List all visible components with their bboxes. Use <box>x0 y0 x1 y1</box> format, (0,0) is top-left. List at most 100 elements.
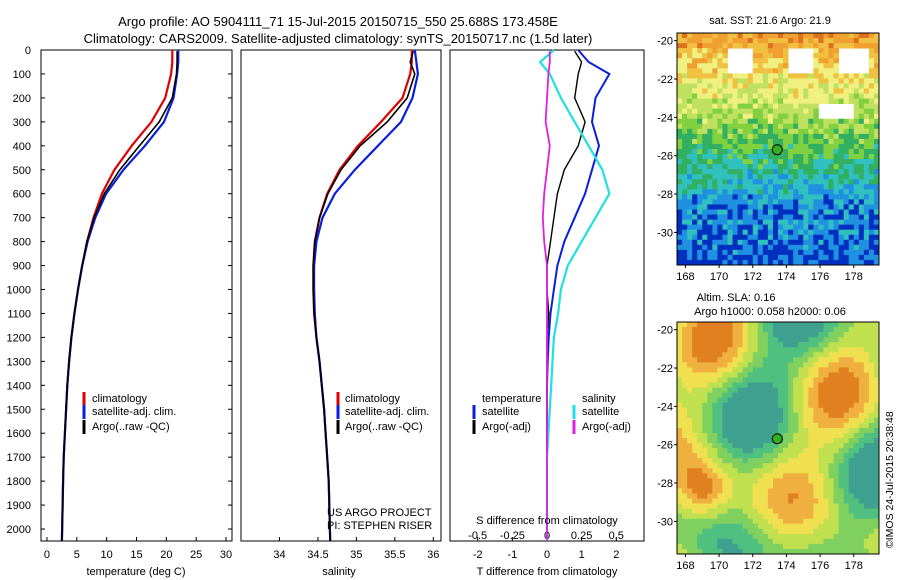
heatmap-cell <box>873 254 880 261</box>
heatmap-cell <box>712 523 718 530</box>
heatmap-cell <box>722 88 728 94</box>
heatmap-cell <box>828 417 834 424</box>
heatmap-cell <box>682 453 688 459</box>
heatmap-cell <box>772 73 779 79</box>
heatmap-cell <box>833 123 839 130</box>
heatmap-cell <box>697 259 703 266</box>
heatmap-cell <box>732 169 738 175</box>
heatmap-cell <box>682 322 688 328</box>
heatmap-cell <box>798 422 804 429</box>
heatmap-cell <box>848 523 855 530</box>
heatmap-cell <box>717 103 723 110</box>
heatmap-cell <box>848 448 855 454</box>
heatmap-cell <box>848 483 855 489</box>
heatmap-cell <box>747 543 754 550</box>
heatmap-cell <box>747 179 754 185</box>
heatmap-cell <box>873 543 880 550</box>
heatmap-cell <box>682 78 688 84</box>
heatmap-cell <box>677 342 683 348</box>
heatmap-cell <box>757 239 764 246</box>
heatmap-cell <box>702 362 708 368</box>
heatmap-cell <box>762 244 769 251</box>
heatmap-cell <box>833 548 839 555</box>
heatmap-cell <box>858 427 865 434</box>
heatmap-cell <box>828 38 834 44</box>
heatmap-cell <box>788 204 794 210</box>
heatmap-cell <box>818 407 824 414</box>
heatmap-cell <box>863 189 870 195</box>
heatmap-cell <box>813 249 819 256</box>
heatmap-cell <box>702 169 708 175</box>
heatmap-cell <box>692 488 698 494</box>
heatmap-cell <box>752 367 759 373</box>
imos-stamp: ©IMOS 24-Jul-2015 20:38:48 <box>884 411 896 548</box>
heatmap-cell <box>687 417 693 424</box>
heatmap-cell <box>687 528 693 535</box>
heatmap-cell <box>858 189 865 195</box>
heatmap-cell <box>788 503 794 510</box>
heatmap-cell <box>737 443 744 449</box>
heatmap-cell <box>697 458 703 464</box>
heatmap-cell <box>848 214 855 221</box>
heatmap-cell <box>838 443 845 449</box>
heatmap-cell <box>692 68 698 74</box>
heatmap-cell <box>853 214 860 221</box>
heatmap-cell <box>702 327 708 333</box>
heatmap-cell <box>767 118 774 125</box>
heatmap-cell <box>788 113 794 120</box>
heatmap-cell <box>727 108 733 115</box>
heatmap-cell <box>868 118 875 125</box>
heatmap-cell <box>828 342 834 348</box>
heatmap-cell <box>823 377 829 383</box>
heatmap-cell <box>702 98 708 105</box>
heatmap-cell <box>843 332 850 338</box>
heatmap-cell <box>803 528 809 535</box>
heatmap-cell <box>838 174 845 180</box>
heatmap-cell <box>732 402 738 409</box>
heatmap-cell <box>788 98 794 105</box>
heatmap-cell <box>863 387 870 394</box>
heatmap-cell <box>742 342 749 348</box>
heatmap-cell <box>838 194 845 200</box>
heatmap-cell <box>687 438 693 444</box>
heatmap-cell <box>682 543 688 550</box>
heatmap-cell <box>692 209 698 215</box>
heatmap-cell <box>783 214 789 221</box>
heatmap-cell <box>853 169 860 175</box>
heatmap-cell <box>818 98 824 105</box>
heatmap-cell <box>843 453 850 459</box>
heatmap-cell <box>843 322 850 328</box>
heatmap-cell <box>757 138 764 145</box>
heatmap-cell <box>833 204 839 210</box>
heatmap-cell <box>808 209 814 215</box>
heatmap-cell <box>762 357 769 363</box>
heatmap-cell <box>793 488 799 494</box>
heatmap-cell <box>752 438 759 444</box>
heatmap-cell <box>692 432 698 439</box>
heatmap-cell <box>803 453 809 459</box>
heatmap-cell <box>757 443 764 449</box>
heatmap-cell <box>818 417 824 424</box>
heatmap-cell <box>858 493 865 499</box>
heatmap-cell <box>818 53 824 59</box>
heatmap-cell <box>838 533 845 540</box>
heatmap-cell <box>873 108 880 115</box>
heatmap-cell <box>803 347 809 353</box>
heatmap-cell <box>823 332 829 338</box>
heatmap-cell <box>712 33 718 39</box>
heatmap-cell <box>767 88 774 94</box>
heatmap-cell <box>767 478 774 484</box>
heatmap-cell <box>737 498 744 504</box>
heatmap-cell <box>778 88 784 94</box>
heatmap-cell <box>868 254 875 261</box>
heatmap-cell <box>858 83 865 89</box>
heatmap-cell <box>863 184 870 190</box>
heatmap-cell <box>853 143 860 150</box>
heatmap-cell <box>843 164 850 170</box>
heatmap-cell <box>762 337 769 343</box>
heatmap-cell <box>863 204 870 210</box>
heatmap-cell <box>863 149 870 155</box>
heatmap-cell <box>808 108 814 115</box>
heatmap-cell <box>722 33 728 39</box>
heatmap-cell <box>793 239 799 246</box>
